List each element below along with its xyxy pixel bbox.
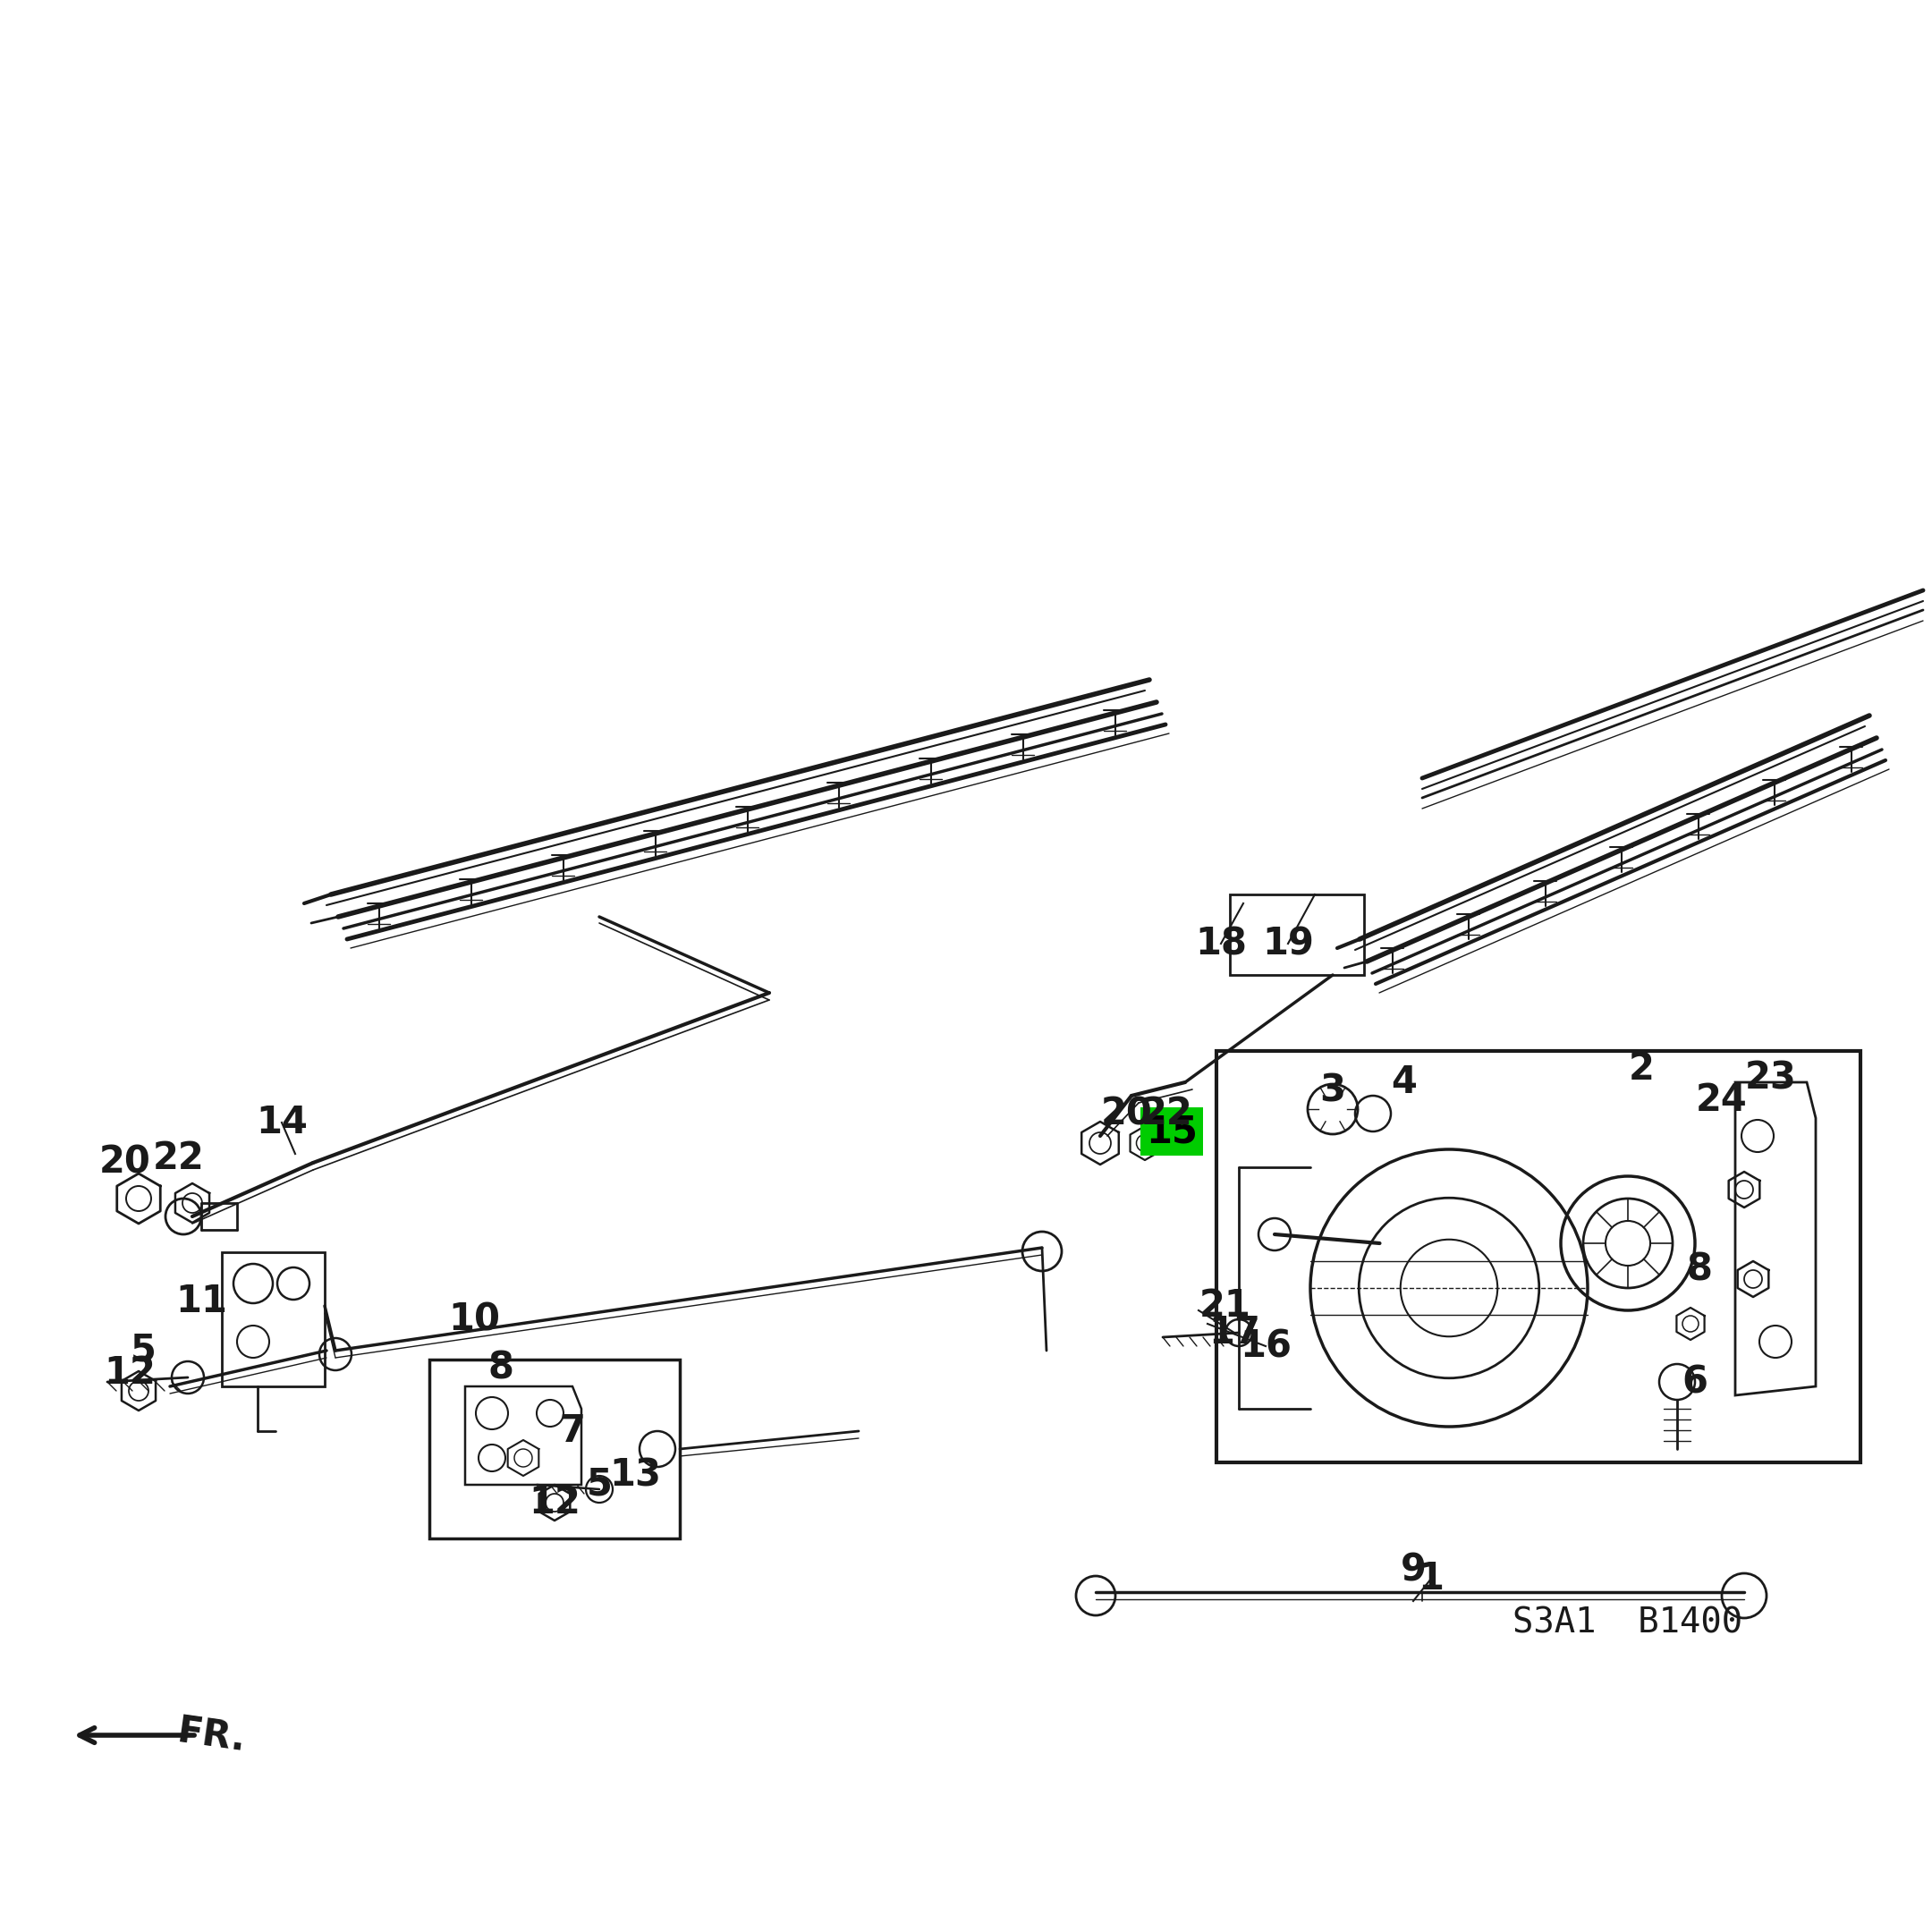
- Text: 6: 6: [1683, 1364, 1708, 1401]
- Text: 9: 9: [1401, 1551, 1426, 1588]
- Text: 16: 16: [1240, 1327, 1293, 1364]
- Bar: [429, 1360, 680, 1538]
- Text: 13: 13: [609, 1457, 661, 1495]
- Text: 19: 19: [1262, 925, 1314, 962]
- Text: 23: 23: [1745, 1059, 1797, 1097]
- Text: 20: 20: [1101, 1095, 1153, 1132]
- Text: 18: 18: [1196, 925, 1246, 962]
- Text: 2: 2: [1629, 1051, 1654, 1088]
- Text: 12: 12: [529, 1484, 580, 1522]
- Text: 17: 17: [1208, 1314, 1260, 1352]
- Text: 8: 8: [1687, 1252, 1712, 1289]
- Text: 15: 15: [1146, 1113, 1198, 1150]
- Text: 12: 12: [104, 1354, 156, 1391]
- Text: 10: 10: [448, 1300, 500, 1339]
- Text: 5: 5: [129, 1331, 156, 1370]
- Text: 24: 24: [1696, 1082, 1748, 1119]
- Text: 11: 11: [176, 1283, 228, 1320]
- Text: FR.: FR.: [174, 1712, 247, 1758]
- Text: S3A1  B1400: S3A1 B1400: [1513, 1605, 1743, 1640]
- Text: 14: 14: [255, 1103, 307, 1142]
- Bar: [1231, 895, 1364, 976]
- Text: 7: 7: [560, 1412, 585, 1449]
- Text: 5: 5: [587, 1466, 612, 1503]
- Text: 20: 20: [99, 1144, 151, 1182]
- Text: 4: 4: [1391, 1063, 1418, 1101]
- Text: 22: 22: [153, 1140, 205, 1177]
- Text: 8: 8: [489, 1350, 514, 1387]
- Bar: [1217, 1051, 1861, 1463]
- Text: 21: 21: [1200, 1287, 1252, 1325]
- Text: 3: 3: [1320, 1072, 1347, 1111]
- Text: 1: 1: [1418, 1559, 1443, 1598]
- Text: 22: 22: [1142, 1095, 1194, 1132]
